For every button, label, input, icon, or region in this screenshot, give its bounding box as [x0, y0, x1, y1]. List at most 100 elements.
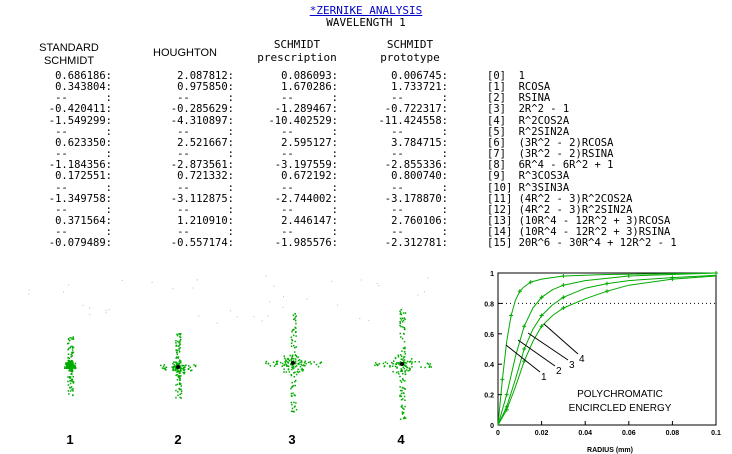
series-marker [504, 392, 509, 397]
spot-point [177, 394, 179, 397]
spot-point [320, 361, 322, 363]
spot-point [404, 312, 407, 314]
values-column-schmidt-prescription: 0.086093: 1.670286: -- : -1.289467: -10.… [226, 70, 338, 250]
spot-point [74, 366, 77, 369]
coefficient-value: 0.086093: [281, 70, 338, 82]
spot-point [183, 368, 185, 370]
spot-point [290, 345, 293, 347]
spot-point [164, 367, 166, 369]
spot-point [179, 365, 181, 367]
spot-point [180, 385, 182, 387]
spot-point [179, 343, 181, 345]
spot-point [285, 364, 288, 366]
spot-point [293, 372, 295, 374]
spot-point [301, 364, 303, 367]
spot-point [172, 366, 175, 368]
spot-point [178, 359, 181, 361]
spot-point [284, 362, 287, 364]
series-marker [561, 274, 566, 279]
spot-point [402, 366, 404, 369]
stray-point [236, 316, 238, 318]
spot-point [401, 317, 404, 319]
series-line-3 [497, 274, 717, 426]
spot-point [287, 365, 289, 367]
spot-point [295, 379, 297, 382]
spot-point [411, 366, 413, 368]
spot-point [399, 321, 401, 323]
column-header-standard-schmidt: STANDARD SCHMIDT [33, 42, 105, 68]
spot-point [389, 366, 391, 368]
coefficient-value: -1.289467: [274, 103, 338, 116]
spot-point [294, 331, 297, 334]
spot-point [400, 399, 403, 401]
spot-point [402, 378, 404, 380]
spot-point [310, 363, 312, 365]
spot-point [399, 322, 401, 324]
spot-point [165, 366, 168, 368]
spot-point [70, 356, 72, 358]
spot-point [404, 347, 406, 350]
spot-point [172, 367, 174, 369]
stray-point [105, 310, 107, 311]
spot-point [403, 359, 406, 361]
series-marker [517, 289, 522, 294]
spot-point [175, 369, 177, 372]
coefficient-value: 0.721332: [177, 170, 234, 183]
stray-point [269, 301, 271, 303]
spot-point [377, 363, 379, 366]
spot-point [291, 355, 293, 358]
values-column-houghton: 2.087812: 0.975850: -- : -0.285629: -4.3… [130, 70, 234, 250]
spot-point [298, 363, 300, 365]
spot-point [70, 354, 72, 356]
stray-point [192, 287, 194, 289]
spot-point [400, 381, 403, 383]
spot-point [294, 318, 296, 320]
spot-point [402, 392, 405, 394]
spot-point [171, 366, 173, 368]
spot-point [295, 346, 297, 348]
stray-point [337, 304, 339, 306]
spot-point [291, 407, 294, 410]
spot-point [299, 361, 301, 364]
spot-point [295, 408, 298, 411]
x-tick-label: 0 [496, 430, 500, 437]
coefficient-value: 0.172551: [55, 170, 112, 183]
spot-point [180, 390, 183, 392]
spot-point [399, 389, 402, 392]
spot-point [309, 361, 311, 363]
spot-point [303, 364, 305, 366]
spot-point [177, 340, 179, 343]
spot-label-1: 1 [66, 432, 74, 447]
stray-point [198, 315, 200, 317]
spot-point [293, 406, 296, 408]
coefficient-value: -- : [281, 181, 338, 194]
spot-point [404, 399, 406, 401]
spot-point [67, 390, 70, 392]
spot-point [290, 360, 293, 362]
spot-point [402, 412, 404, 415]
spot-point [400, 312, 402, 314]
spot-point [404, 405, 406, 408]
spot-point [293, 351, 296, 353]
spot-point [175, 349, 177, 352]
spot-centroid [176, 365, 180, 369]
analysis-title-link[interactable]: *ZERNIKE ANALYSIS [309, 4, 423, 17]
spot-point [175, 367, 178, 370]
spot-point [384, 361, 387, 363]
coefficient-value: -- : [55, 92, 112, 105]
column-header-line1: STANDARD [39, 42, 99, 54]
spot-point [72, 338, 75, 340]
spot-point [176, 371, 178, 373]
spot-point [183, 369, 186, 371]
values-column-standard-schmidt: 0.686186: 0.343804: -- : -0.420411: -1.5… [10, 70, 112, 250]
spot-point [404, 417, 407, 419]
coefficient-value: -3.197559: [274, 159, 338, 172]
spot-point [175, 396, 177, 399]
spot-point [399, 364, 401, 366]
spot-point [396, 361, 398, 364]
stray-point [423, 291, 425, 293]
spot-point [294, 313, 296, 315]
spot-point [72, 336, 74, 338]
spot-point [176, 334, 179, 337]
stray-point [82, 304, 84, 306]
